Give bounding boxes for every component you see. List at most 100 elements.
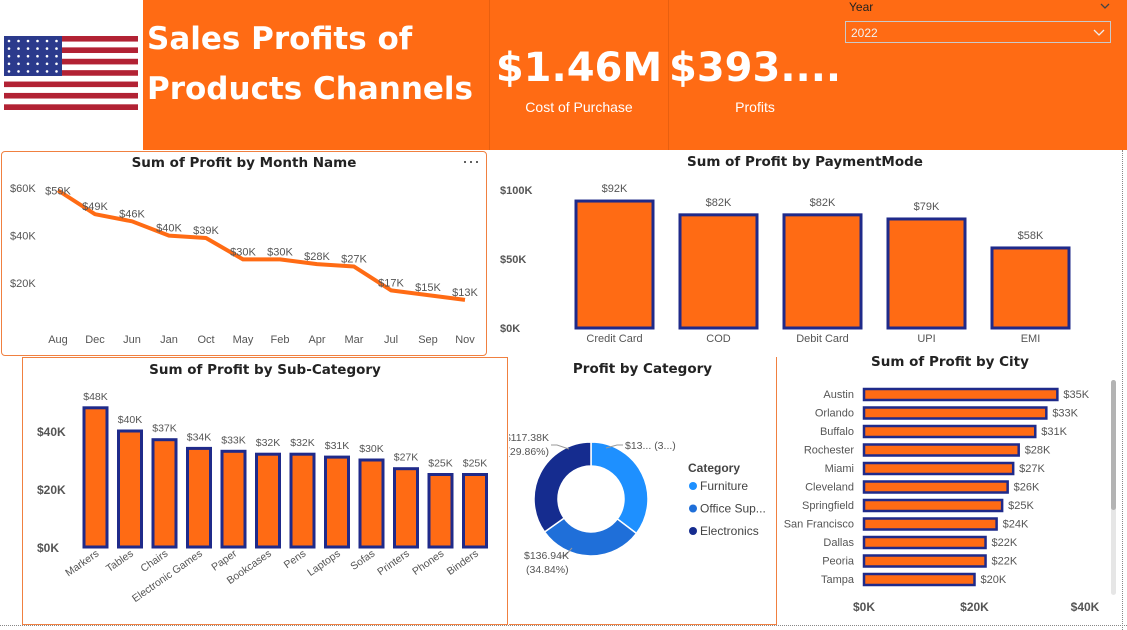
y-tick-label: Cleveland [805, 482, 854, 494]
kpi-profit-value: $393.... [669, 45, 842, 91]
data-label: $82K [706, 197, 732, 209]
data-label: $46K [119, 208, 145, 220]
legend-label: Office Sup... [700, 502, 766, 516]
flag-star [55, 47, 58, 50]
bar [862, 443, 1020, 457]
flag-star [17, 54, 20, 58]
x-tick-label: Feb [271, 334, 290, 346]
flag-star [36, 39, 39, 43]
flag-star [45, 70, 49, 73]
scrollbar-thumb[interactable] [1111, 380, 1116, 510]
y-tick-label: Dallas [823, 537, 854, 549]
flag-canton [4, 36, 62, 76]
kpi-cost-value: $1.46M [495, 45, 663, 91]
data-label: $37K [152, 423, 177, 435]
vertical-scrollbar[interactable] [1111, 380, 1116, 595]
bar [393, 467, 419, 549]
bar [862, 498, 1004, 513]
y-tick-label: $100K [500, 185, 532, 197]
flag-star [55, 70, 58, 73]
y-tick-label: Miami [825, 463, 854, 475]
data-label: $30K [230, 246, 256, 258]
data-label: $26K [1014, 482, 1040, 494]
data-label: $39K [193, 225, 219, 237]
x-tick-label: Phones [410, 548, 446, 578]
year-dropdown[interactable]: 2022 [845, 21, 1111, 43]
data-label: $92K [602, 183, 628, 195]
y-tick-label: $20K [37, 483, 66, 497]
flag-stripe [4, 58, 138, 65]
x-tick-label: COD [706, 333, 731, 345]
x-tick-label: $0K [853, 600, 875, 614]
flag-star [26, 54, 30, 58]
payment-chart-panel[interactable]: Sum of Profit by PaymentMode $100K $50K $0… [488, 151, 1122, 356]
y-tick-label: $40K [10, 231, 36, 243]
flag-star [7, 39, 11, 43]
x-tick-label: Dec [85, 334, 105, 346]
x-tick-label: Jan [160, 334, 178, 346]
leader-line [551, 444, 570, 450]
slice-label-pct: (29.86%) [509, 446, 549, 458]
flag-star [7, 47, 11, 50]
x-tick-label: EMI [1021, 333, 1041, 345]
flag-star [7, 70, 11, 73]
flag-stripe [4, 87, 138, 93]
flag-star [17, 62, 20, 66]
data-label: $35K [1063, 389, 1089, 401]
bar [82, 406, 109, 549]
data-label: $27K [394, 452, 419, 464]
slice-label-value: $117.38K [509, 432, 549, 444]
category-chart-title: Profit by Category [572, 361, 713, 377]
bar [427, 473, 454, 549]
data-label: $40K [118, 414, 143, 426]
kpi-cost-label: Cost of Purchase [525, 99, 633, 115]
city-chart-panel[interactable]: Sum of Profit by City Austin $35K Orlando $… [778, 350, 1122, 625]
category-chart-panel[interactable]: Profit by Category $13... (3...) $117.38K… [509, 357, 777, 625]
data-label: $15K [415, 282, 441, 294]
flag-star [7, 54, 11, 58]
legend-marker [689, 504, 697, 513]
leader-line [605, 444, 623, 449]
kpi-cost-card: $1.46M Cost of Purchase [490, 0, 668, 150]
subcategory-chart-panel[interactable]: Sum of Profit by Sub-Category $40K $20K $0… [22, 357, 508, 625]
data-label: $30K [267, 246, 293, 258]
flag-star [26, 39, 30, 43]
slicer-collapse-icon[interactable] [1099, 1, 1111, 11]
x-tick-label: $40K [1071, 600, 1100, 614]
data-label: $17K [378, 277, 404, 289]
x-tick-label: Mar [345, 334, 364, 346]
bar [255, 452, 281, 549]
flag-stripe [4, 53, 138, 59]
data-label: $48K [83, 391, 108, 403]
flag-star [7, 62, 11, 66]
us-flag-icon [4, 36, 138, 110]
x-tick-label: Tables [104, 548, 136, 575]
subcategory-bar-chart: $40K$20K$0K$48KMarkers$40KTables$37KChai… [37, 391, 488, 605]
data-label: $58K [1018, 230, 1044, 242]
title-panel: Sales Profits of Products Channels [143, 0, 489, 150]
bar [862, 554, 987, 568]
y-tick-label: Springfield [802, 500, 854, 512]
dashboard-title-line2: Products Channels [147, 71, 473, 107]
data-label: $49K [82, 201, 108, 213]
month-chart-panel[interactable]: Sum of Profit by Month Name ⋯ $60K $40K $2… [1, 151, 487, 356]
slice-label-furniture: $13... (3...) [625, 440, 676, 452]
y-tick-label: $50K [500, 254, 526, 266]
data-label: $82K [810, 197, 836, 209]
bar [462, 473, 488, 549]
x-tick-label: UPI [917, 333, 935, 345]
flag-stripe [4, 70, 138, 76]
data-label: $22K [992, 556, 1018, 568]
more-options-icon[interactable]: ⋯ [462, 152, 480, 172]
flag-star [26, 47, 30, 50]
donut-slice [590, 441, 649, 535]
x-tick-label: Laptops [305, 548, 342, 579]
flag-star [55, 62, 58, 66]
x-tick-label: Nov [455, 334, 475, 346]
year-slicer-label: Year [849, 0, 874, 14]
x-tick-label: Printers [375, 548, 412, 579]
x-tick-label: Debit Card [796, 333, 849, 345]
bar [782, 213, 863, 330]
data-label: $40K [156, 223, 182, 235]
bar [574, 199, 655, 330]
